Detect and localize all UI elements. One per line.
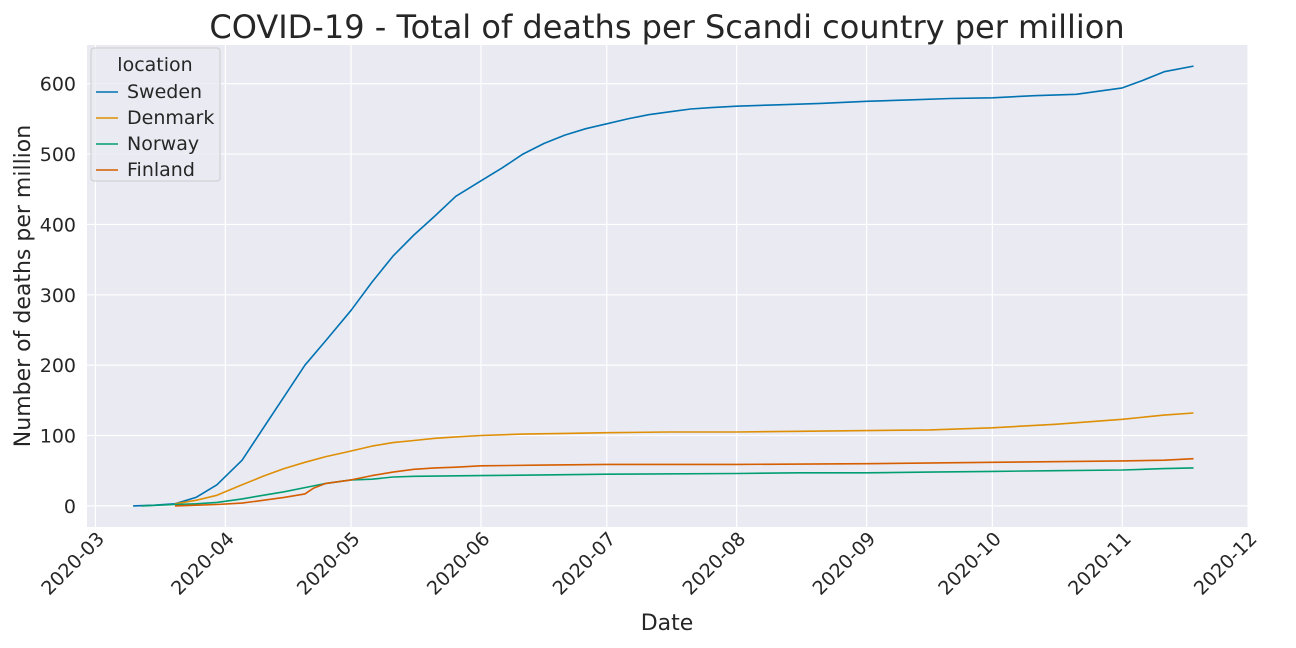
x-tick-label: 2020-04 [167,528,239,600]
x-gridlines [94,45,1249,527]
y-tick-label: 500 [40,144,76,166]
x-tick-labels: 2020-03 2020-04 2020-05 2020-06 2020-07 2020-… [37,528,1261,600]
y-tick-label: 0 [64,496,76,518]
y-tick-labels: 0 100 200 300 400 500 600 [40,74,76,518]
series-line-norway [141,467,1194,507]
y-tick-label: 300 [40,285,76,307]
y-tick-label: 400 [40,214,76,236]
legend-label-finland: Finland [127,159,195,181]
x-tick-label: 2020-12 [1190,528,1262,600]
x-tick-label: 2020-09 [808,528,880,600]
legend-label-norway: Norway [127,133,199,155]
plot-area [87,45,1248,527]
x-tick-label: 2020-05 [293,528,365,600]
y-axis-label: Number of deaths per million [11,125,36,447]
x-tick-label: 2020-08 [678,528,750,600]
y-tick-label: 200 [40,355,76,377]
legend: location Sweden Denmark Norway Finland [90,47,221,182]
series-line-denmark [174,412,1194,505]
legend-label-denmark: Denmark [127,107,214,129]
x-tick-label: 2020-03 [37,528,109,600]
legend-title: location [117,54,192,76]
legend-box [90,47,221,182]
y-tick-label: 600 [40,74,76,96]
series-line-sweden [133,65,1194,507]
y-tick-label: 100 [40,426,76,448]
series-lines [133,65,1194,507]
x-tick-label: 2020-06 [423,528,495,600]
chart-title: COVID-19 - Total of deaths per Scandi co… [209,8,1124,46]
series-line-finland [174,457,1194,507]
x-axis-label: Date [641,611,694,636]
legend-items: Sweden Denmark Norway Finland [96,81,214,181]
y-gridlines [87,83,1248,507]
x-tick-label: 2020-11 [1064,528,1136,600]
x-tick-label: 2020-07 [549,528,621,600]
x-tick-label: 2020-10 [934,528,1006,600]
legend-label-sweden: Sweden [127,81,202,103]
